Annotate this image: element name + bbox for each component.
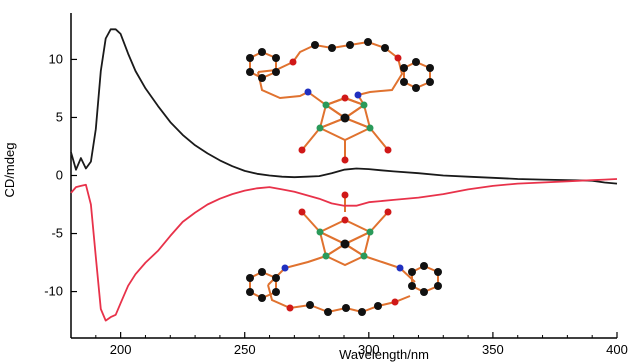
x-tick-label: 250 xyxy=(234,342,256,357)
series-line-2 xyxy=(70,178,618,322)
molecule-structure-bottom-illustration xyxy=(246,191,442,316)
series-line-1 xyxy=(70,28,618,185)
molecule-structure-top-illustration xyxy=(246,38,434,164)
ticks-group: 200 250 300 350 400 -10 -5 0 5 10 xyxy=(44,51,628,357)
axes-frame xyxy=(70,13,617,339)
y-tick-label: 10 xyxy=(49,51,63,66)
x-tick-label: 350 xyxy=(482,342,504,357)
y-tick-label: 0 xyxy=(56,168,63,183)
series-group xyxy=(70,28,618,322)
x-tick-label: 400 xyxy=(606,342,628,357)
y-tick-label: -10 xyxy=(44,284,63,299)
x-tick-label: 200 xyxy=(110,342,132,357)
y-axis-title: CD/mdeg xyxy=(2,143,17,198)
x-tick-label: 300 xyxy=(358,342,380,357)
y-tick-label: -5 xyxy=(51,226,63,241)
y-tick-label: 5 xyxy=(56,109,63,124)
x-axis-title: Wavelength/nm xyxy=(339,347,429,362)
